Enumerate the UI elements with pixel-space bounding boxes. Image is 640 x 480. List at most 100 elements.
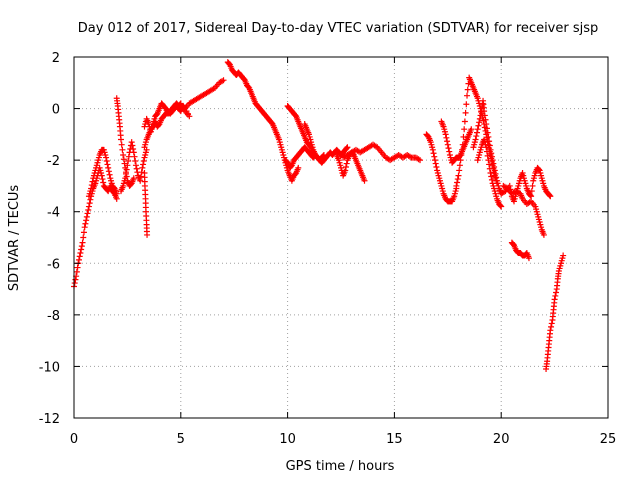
data-point xyxy=(492,170,499,177)
data-point xyxy=(80,234,87,241)
y-tick-label: -2 xyxy=(47,154,60,169)
y-tick-label: -10 xyxy=(39,360,60,375)
data-point xyxy=(429,146,436,153)
data-point xyxy=(361,177,368,184)
data-point xyxy=(458,151,465,158)
x-tick-label: 15 xyxy=(386,432,403,447)
data-point xyxy=(77,249,84,256)
data-point xyxy=(468,126,475,133)
data-point xyxy=(456,162,463,169)
x-tick-label: 0 xyxy=(70,432,78,447)
data-point xyxy=(72,276,79,283)
data-point xyxy=(343,145,350,152)
data-point xyxy=(497,202,504,209)
data-point xyxy=(455,172,462,179)
x-axis-label: GPS time / hours xyxy=(286,459,395,474)
plot-frame xyxy=(73,56,609,419)
data-point xyxy=(486,138,493,145)
data-point xyxy=(488,176,495,183)
data-point xyxy=(553,289,560,296)
data-point xyxy=(99,176,106,183)
data-point xyxy=(89,178,96,185)
data-point xyxy=(431,153,438,160)
data-point xyxy=(104,161,111,168)
data-point xyxy=(73,268,80,275)
data-point xyxy=(483,125,490,132)
y-axis-label: SDTVAR / TECUs xyxy=(7,185,22,292)
data-point xyxy=(491,164,498,171)
data-point xyxy=(463,101,470,108)
data-point xyxy=(444,138,451,145)
data-point xyxy=(462,109,469,116)
data-point xyxy=(430,150,437,157)
data-point xyxy=(487,146,494,153)
data-point xyxy=(475,122,482,129)
y-tick-label: -8 xyxy=(47,309,60,324)
data-point xyxy=(528,193,535,200)
data-point xyxy=(488,173,495,180)
data-point xyxy=(105,168,112,175)
data-point xyxy=(71,280,78,287)
data-point xyxy=(113,195,120,202)
data-point xyxy=(525,255,532,262)
data-point xyxy=(344,144,351,151)
data-point xyxy=(560,252,567,259)
data-point xyxy=(100,179,107,186)
data-point xyxy=(105,164,112,171)
data-point xyxy=(481,112,488,119)
data-point xyxy=(106,171,113,178)
data-point xyxy=(140,161,147,168)
data-point xyxy=(527,192,534,199)
data-point xyxy=(118,141,125,148)
data-point xyxy=(461,118,468,125)
data-point xyxy=(485,157,492,164)
data-point xyxy=(144,231,151,238)
data-point xyxy=(443,134,450,141)
data-point xyxy=(540,231,547,238)
data-point xyxy=(84,210,91,217)
data-point xyxy=(342,167,349,174)
data-point xyxy=(85,206,92,213)
data-point xyxy=(485,133,492,140)
data-point xyxy=(547,327,554,334)
grid-lines xyxy=(74,57,608,418)
data-point xyxy=(459,146,466,153)
data-point xyxy=(548,320,555,327)
data-point xyxy=(445,145,452,152)
data-point xyxy=(491,167,498,174)
data-point xyxy=(459,141,466,148)
x-tick-label: 10 xyxy=(279,432,296,447)
data-point xyxy=(493,174,500,181)
data-point xyxy=(130,175,137,182)
data-point xyxy=(476,115,483,122)
data-point xyxy=(129,142,136,149)
data-point xyxy=(473,133,480,140)
x-tick-label: 5 xyxy=(177,432,185,447)
data-point xyxy=(85,203,92,210)
data-point xyxy=(132,158,139,165)
data-point xyxy=(139,164,146,171)
data-point xyxy=(83,217,90,224)
data-point xyxy=(81,224,88,231)
data-point xyxy=(119,146,126,153)
data-point xyxy=(125,153,132,160)
data-point xyxy=(548,323,555,330)
data-point xyxy=(78,246,85,253)
data-point xyxy=(120,151,127,158)
data-point xyxy=(433,164,440,171)
data-point xyxy=(120,156,127,163)
data-point xyxy=(442,131,449,138)
data-points xyxy=(71,59,567,373)
data-point xyxy=(528,188,535,195)
data-point xyxy=(488,153,495,160)
data-point xyxy=(79,239,86,246)
data-point xyxy=(546,192,553,199)
data-point xyxy=(316,157,323,164)
data-point xyxy=(461,126,468,133)
data-point xyxy=(82,220,89,227)
data-point xyxy=(529,182,536,189)
data-point xyxy=(456,167,463,174)
data-point xyxy=(476,119,483,126)
data-point xyxy=(484,129,491,136)
data-point xyxy=(83,213,90,220)
